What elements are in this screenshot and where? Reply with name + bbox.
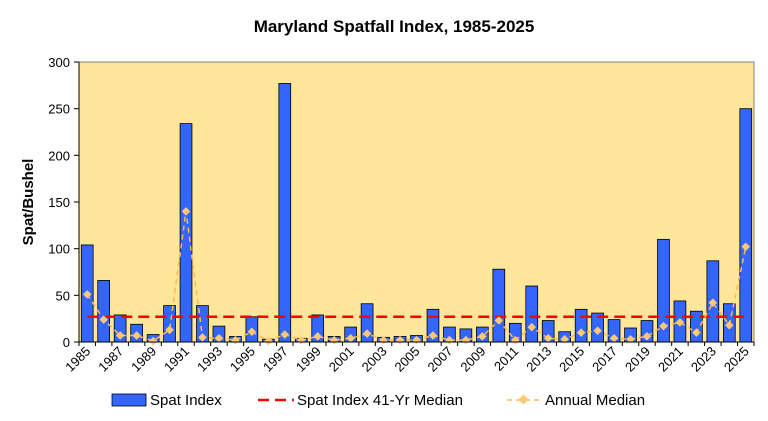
- x-tick-label: 2009: [457, 344, 488, 375]
- annual-median-point-2021: [675, 318, 685, 327]
- x-tick-label: 2005: [392, 344, 423, 375]
- x-tick-label: 2015: [556, 344, 587, 375]
- x-tick-label: 2021: [655, 344, 686, 375]
- annual-median-point-1992: [198, 333, 207, 342]
- y-axis-label: Spat/Bushel: [20, 159, 37, 246]
- annual-median-point-2024: [725, 320, 734, 330]
- x-tick-label: 1989: [128, 344, 159, 375]
- legend-label-spat-index: Spat Index: [150, 392, 222, 409]
- x-tick-label: 2001: [326, 344, 357, 375]
- annual-median-point-2018: [626, 334, 635, 344]
- x-tick-label: 1993: [194, 344, 225, 375]
- y-tick-label: 200: [48, 148, 70, 163]
- x-tick-label: 1991: [161, 344, 192, 375]
- annual-median-point-2006: [428, 331, 438, 340]
- y-tick-label: 300: [48, 55, 70, 70]
- annual-median-point-2023: [708, 298, 718, 308]
- annual-median-point-2001: [346, 334, 355, 343]
- annual-median-point-1997: [280, 330, 290, 339]
- x-tick-label: 2019: [622, 344, 653, 375]
- y-tick-label: 100: [48, 242, 70, 257]
- annual-median-point-1990: [165, 325, 174, 335]
- annual-median-point-2020: [659, 321, 668, 331]
- y-tick-label: 250: [48, 102, 70, 117]
- annual-median-point-2017: [609, 334, 619, 343]
- annual-median-point-2010: [494, 316, 504, 325]
- x-axis: 1985 1987 1989 1991 1993 1995 1997 1999 2001 2003…: [62, 341, 755, 375]
- annual-median-point-2015: [576, 328, 586, 337]
- x-tick-label: 1999: [293, 344, 324, 375]
- annual-median-point-1996: [264, 336, 273, 346]
- bar-2015: [574, 308, 588, 343]
- bar-2010: [492, 268, 506, 343]
- annual-median-point-2009: [478, 332, 487, 341]
- annual-median-point-2012: [527, 322, 536, 332]
- y-axis: 0 50 100 150 200 250 300: [48, 55, 80, 350]
- x-tick-label: 1987: [95, 344, 126, 375]
- bar-1997: [278, 83, 292, 343]
- x-tick-label: 1995: [227, 344, 258, 375]
- annual-median-point-2019: [642, 332, 652, 341]
- annual-median-point-1995: [247, 327, 257, 336]
- bar-1986: [97, 279, 111, 343]
- y-tick-label: 150: [48, 195, 70, 210]
- legend-label-annual-median: Annual Median: [545, 392, 645, 409]
- annual-median-point-2016: [593, 326, 602, 336]
- annual-median-point-1999: [313, 332, 322, 341]
- annual-median-point-1991: [181, 207, 191, 216]
- annual-median-point-1988: [132, 331, 141, 340]
- x-tick-label: 2017: [589, 344, 620, 375]
- x-tick-label: 2023: [688, 344, 719, 375]
- bar-1990: [163, 305, 176, 343]
- x-tick-label: 1997: [260, 344, 291, 375]
- chart-title: Maryland Spatfall Index, 1985-2025: [254, 17, 535, 36]
- x-tick-label: 2013: [523, 344, 554, 375]
- legend: Spat Index Spat Index 41-Yr Median Annua…: [111, 392, 645, 409]
- bar-2025: [739, 108, 753, 343]
- legend-marker-annual-median: [518, 394, 529, 405]
- x-tick-label: 2025: [721, 344, 752, 375]
- annual-median-point-1993: [214, 334, 224, 343]
- annual-median-point-1989: [148, 336, 158, 346]
- annual-median-point-1986: [99, 315, 108, 324]
- annual-median-point-1985: [82, 290, 92, 299]
- annual-median-point-2014: [560, 334, 569, 344]
- legend-label-median: Spat Index 41-Yr Median: [297, 392, 463, 409]
- x-tick-label: 2011: [491, 344, 521, 374]
- y-tick-label: 0: [63, 335, 70, 350]
- x-tick-label: 2007: [424, 344, 455, 375]
- annual-median-series: [82, 207, 751, 346]
- x-tick-label: 2003: [359, 344, 390, 375]
- annual-median-point-2002: [362, 329, 372, 338]
- annual-median-point-2022: [692, 328, 701, 337]
- y-tick-label: 50: [56, 288, 70, 303]
- bar-2012: [525, 285, 539, 343]
- annual-median-point-2013: [543, 334, 553, 343]
- bar-1991: [179, 123, 193, 343]
- legend-swatch-spat-index: [111, 393, 147, 407]
- annual-median-point-1987: [115, 331, 125, 340]
